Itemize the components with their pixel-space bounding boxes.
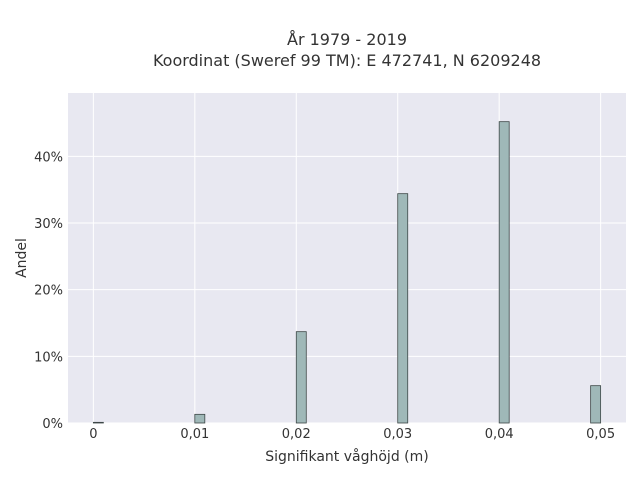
- y-tick-labels: 0% 10% 20% 30% 40%: [34, 150, 63, 432]
- y-tick-label-0: 0%: [42, 417, 63, 432]
- bar-5: [590, 385, 602, 424]
- y-axis-title: Andel: [14, 238, 30, 278]
- x-tick-label-1: 0,01: [180, 427, 209, 442]
- x-tick-labels: 0 0,01 0,02 0,03 0,04 0,05: [89, 427, 615, 442]
- chart-title-line-1: År 1979 - 2019: [287, 30, 407, 49]
- bar-3: [397, 193, 409, 424]
- x-tick-label-3: 0,03: [383, 427, 412, 442]
- bar-1: [194, 413, 206, 424]
- bar-4: [498, 121, 510, 424]
- chart-title-line-2: Koordinat (Sweref 99 TM): E 472741, N 62…: [153, 51, 541, 70]
- bar-0: [92, 421, 104, 424]
- x-tick-label-2: 0,02: [282, 427, 311, 442]
- plot-area: [68, 93, 626, 423]
- bar-2: [295, 331, 307, 424]
- x-tick-label-5: 0,05: [586, 427, 615, 442]
- x-tick-label-4: 0,04: [485, 427, 514, 442]
- y-tick-label-3: 30%: [34, 217, 63, 232]
- bars: [92, 121, 602, 424]
- y-tick-label-2: 20%: [34, 284, 63, 299]
- x-axis-title: Signifikant våghöjd (m): [265, 448, 428, 465]
- y-tick-label-1: 10%: [34, 350, 63, 365]
- y-tick-label-4: 40%: [34, 150, 63, 165]
- x-tick-label-0: 0: [89, 427, 97, 442]
